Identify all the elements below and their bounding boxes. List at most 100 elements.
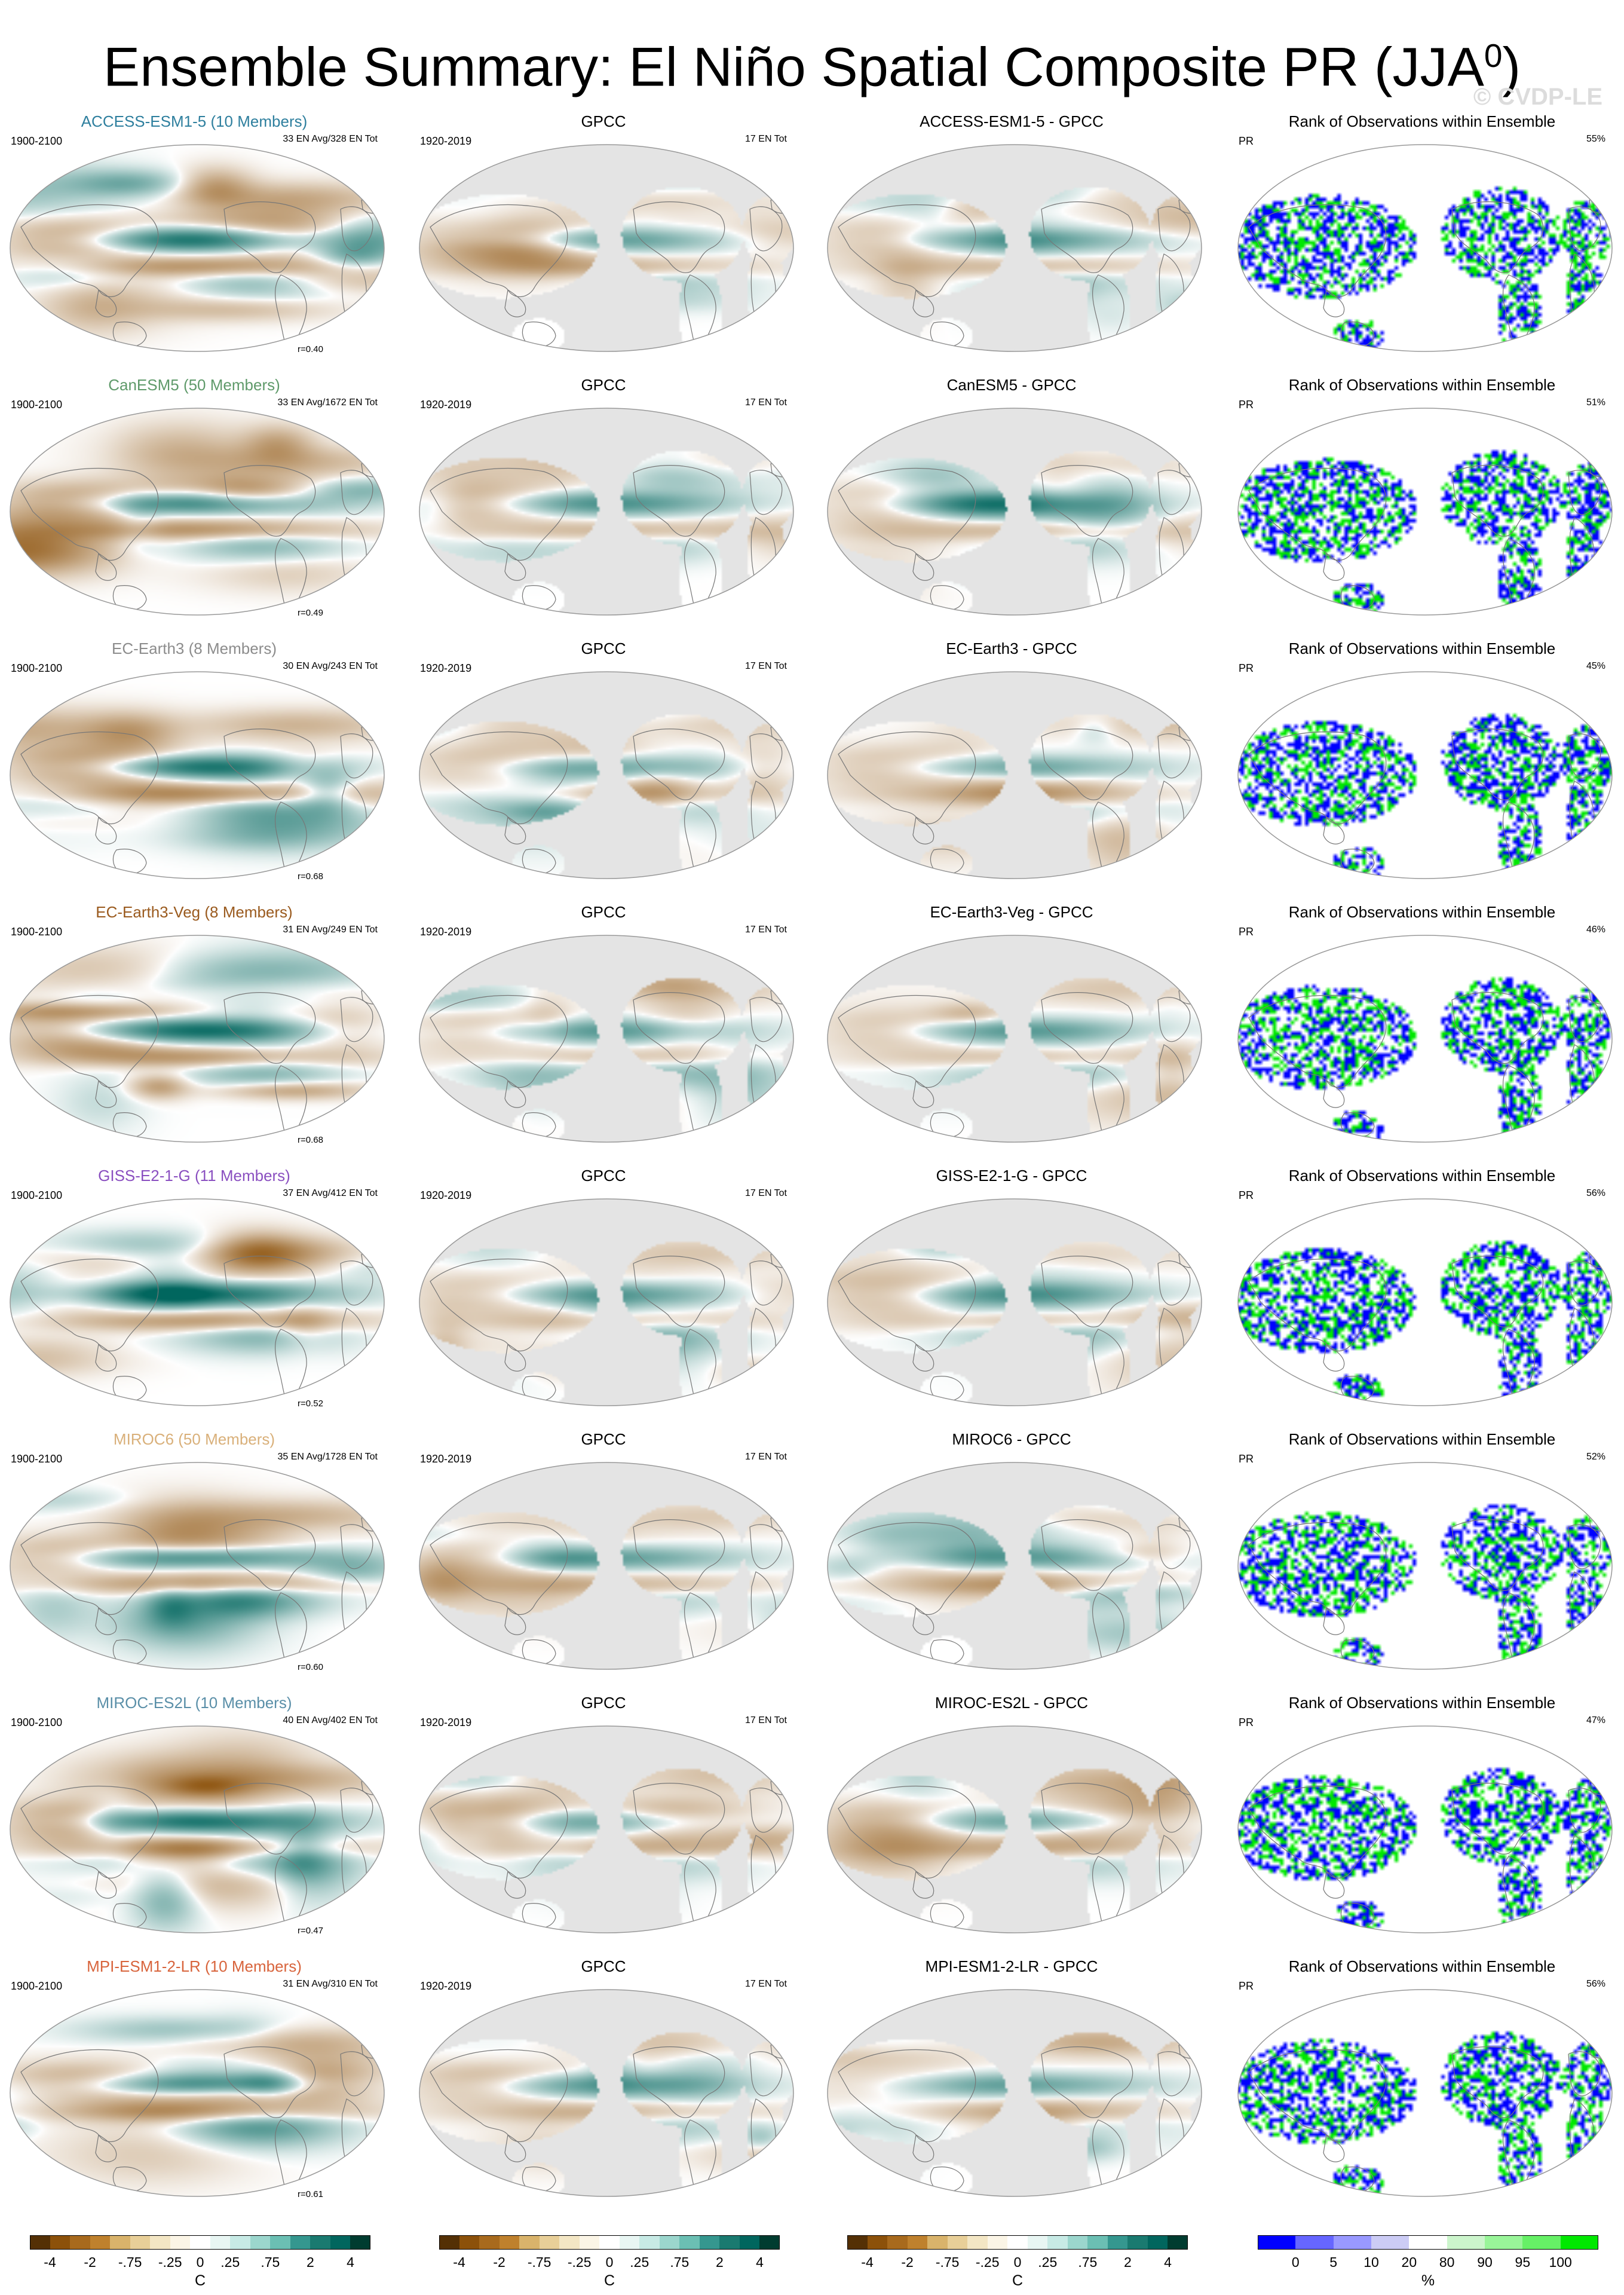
globe-outline — [419, 1198, 794, 1406]
event-count: 37 EN Avg/412 EN Tot — [283, 1188, 378, 1198]
panel-title: EC-Earth3-Veg (8 Members) — [96, 903, 293, 921]
map-field — [828, 145, 1202, 351]
map-field — [419, 408, 793, 615]
map-field — [10, 145, 384, 351]
colorbar-swatch — [1027, 2235, 1048, 2250]
colorbar-swatch — [50, 2235, 71, 2250]
rank-panel: Rank of Observations within Ensemble PR 56… — [1228, 1167, 1616, 1424]
colorbar-tick-label: 4 — [756, 2254, 764, 2270]
diff-map — [827, 1989, 1202, 2197]
obs-panel: GPCC 1920-2019 17 EN Tot — [409, 1167, 798, 1424]
globe-outline — [1237, 1198, 1613, 1406]
map-field — [828, 1462, 1202, 1669]
colorbar-swatch — [1047, 2235, 1068, 2250]
globe-outline — [1237, 671, 1613, 879]
colorbar-tick-label: .75 — [670, 2254, 690, 2270]
rank-panel: Rank of Observations within Ensemble PR 52… — [1228, 1430, 1616, 1687]
rank-percent: 56% — [1586, 1188, 1605, 1198]
pattern-correlation: r=0.49 — [298, 608, 323, 618]
colorbar-swatch — [1127, 2235, 1148, 2250]
globe-outline — [827, 1725, 1202, 1933]
pattern-correlation: r=0.47 — [298, 1926, 323, 1936]
obs-panel: GPCC 1920-2019 17 EN Tot — [409, 639, 798, 896]
variable-label: PR — [1239, 399, 1254, 411]
panel-title: MPI-ESM1-2-LR - GPCC — [925, 1957, 1098, 1975]
globe-outline — [827, 935, 1202, 1143]
colorbar-swatch — [1522, 2235, 1561, 2250]
panel-title: GPCC — [581, 903, 626, 921]
pattern-correlation: r=0.68 — [298, 871, 323, 882]
panel-title: GPCC — [581, 376, 626, 394]
period-label: 1920-2019 — [420, 1453, 472, 1465]
model-panel: EC-Earth3-Veg (8 Members) 1900-2100 31 EN … — [0, 903, 388, 1160]
obs-panel: GPCC 1920-2019 17 EN Tot — [409, 112, 798, 369]
event-count: 40 EN Avg/402 EN Tot — [283, 1715, 378, 1725]
colorbar: -4 -2 -.75 -.25 0 .25 .75 2 4 C — [30, 2235, 371, 2295]
colorbar-swatch — [1007, 2235, 1028, 2250]
panel-title: MIROC-ES2L - GPCC — [934, 1694, 1089, 1712]
map-field — [419, 935, 793, 1142]
map-field — [419, 1990, 793, 2196]
panel-title: MIROC6 (50 Members) — [113, 1430, 275, 1448]
map-field — [828, 1199, 1202, 1406]
rank-map — [1237, 408, 1613, 616]
variable-label: PR — [1239, 1189, 1254, 1201]
globe-outline — [1237, 1462, 1613, 1670]
period-label: 1920-2019 — [420, 662, 472, 674]
event-count: 17 EN Tot — [745, 1452, 787, 1462]
colorbar-swatch — [599, 2235, 620, 2250]
model-panel: MIROC6 (50 Members) 1900-2100 35 EN Avg/17… — [0, 1430, 388, 1687]
globe-outline — [419, 408, 794, 616]
colorbar-tick-label: 4 — [347, 2254, 354, 2270]
period-label: 1900-2100 — [11, 399, 63, 411]
colorbar-swatch — [539, 2235, 560, 2250]
panel-title: CanESM5 (50 Members) — [108, 376, 280, 394]
globe-outline — [10, 1198, 385, 1406]
diff-map — [827, 1462, 1202, 1670]
diff-panel: MIROC-ES2L - GPCC — [817, 1694, 1206, 1951]
map-field — [1238, 672, 1612, 879]
colorbar-swatch — [639, 2235, 660, 2250]
colorbar-swatch — [927, 2235, 948, 2250]
event-count: 30 EN Avg/243 EN Tot — [283, 661, 378, 671]
event-count: 31 EN Avg/249 EN Tot — [283, 925, 378, 935]
colorbar-tick-label: .75 — [261, 2254, 280, 2270]
panel-title: GPCC — [581, 1430, 626, 1448]
colorbar-swatch — [967, 2235, 988, 2250]
colorbar-tick-label: -.75 — [527, 2254, 551, 2270]
colorbar-tick-label: 2 — [307, 2254, 314, 2270]
colorbar-tick-label: 4 — [1164, 2254, 1172, 2270]
colorbar: -4 -2 -.75 -.25 0 .25 .75 2 4 C — [847, 2235, 1188, 2295]
rank-percent: 46% — [1586, 925, 1605, 935]
colorbar-swatch — [30, 2235, 51, 2250]
colorbar-swatch — [1067, 2235, 1088, 2250]
colorbar-tick-label: 80 — [1439, 2254, 1455, 2270]
panel-title: Rank of Observations within Ensemble — [1288, 1430, 1556, 1448]
globe-outline — [419, 144, 794, 352]
globe-outline — [10, 935, 385, 1143]
model-map — [10, 1989, 385, 2197]
obs-map — [419, 144, 794, 352]
colorbar-frame — [30, 2235, 370, 2250]
colorbar-swatch — [330, 2235, 351, 2250]
panel-title: EC-Earth3 (8 Members) — [112, 639, 277, 657]
colorbar-swatch — [459, 2235, 480, 2250]
model-panel: ACCESS-ESM1-5 (10 Members) 1900-2100 33 EN… — [0, 112, 388, 369]
colorbar-tick-label: -2 — [84, 2254, 96, 2270]
colorbar-swatch — [310, 2235, 331, 2250]
figure-title: Ensemble Summary: El Niño Spatial Compos… — [103, 36, 1521, 98]
diff-panel: MPI-ESM1-2-LR - GPCC — [817, 1957, 1206, 2214]
map-field — [1238, 408, 1612, 615]
colorbar-swatch — [947, 2235, 968, 2250]
rank-percent: 51% — [1586, 397, 1605, 408]
map-field — [419, 1462, 793, 1669]
colorbar-swatch — [887, 2235, 908, 2250]
colorbar-frame — [439, 2235, 780, 2250]
colorbar-tick-label: 20 — [1401, 2254, 1417, 2270]
colorbar-swatch — [867, 2235, 888, 2250]
panel-title: Rank of Observations within Ensemble — [1288, 376, 1556, 394]
diff-map — [827, 1725, 1202, 1933]
variable-label: PR — [1239, 1716, 1254, 1728]
colorbar-tick-label: 5 — [1329, 2254, 1338, 2270]
map-field — [1238, 1462, 1612, 1669]
